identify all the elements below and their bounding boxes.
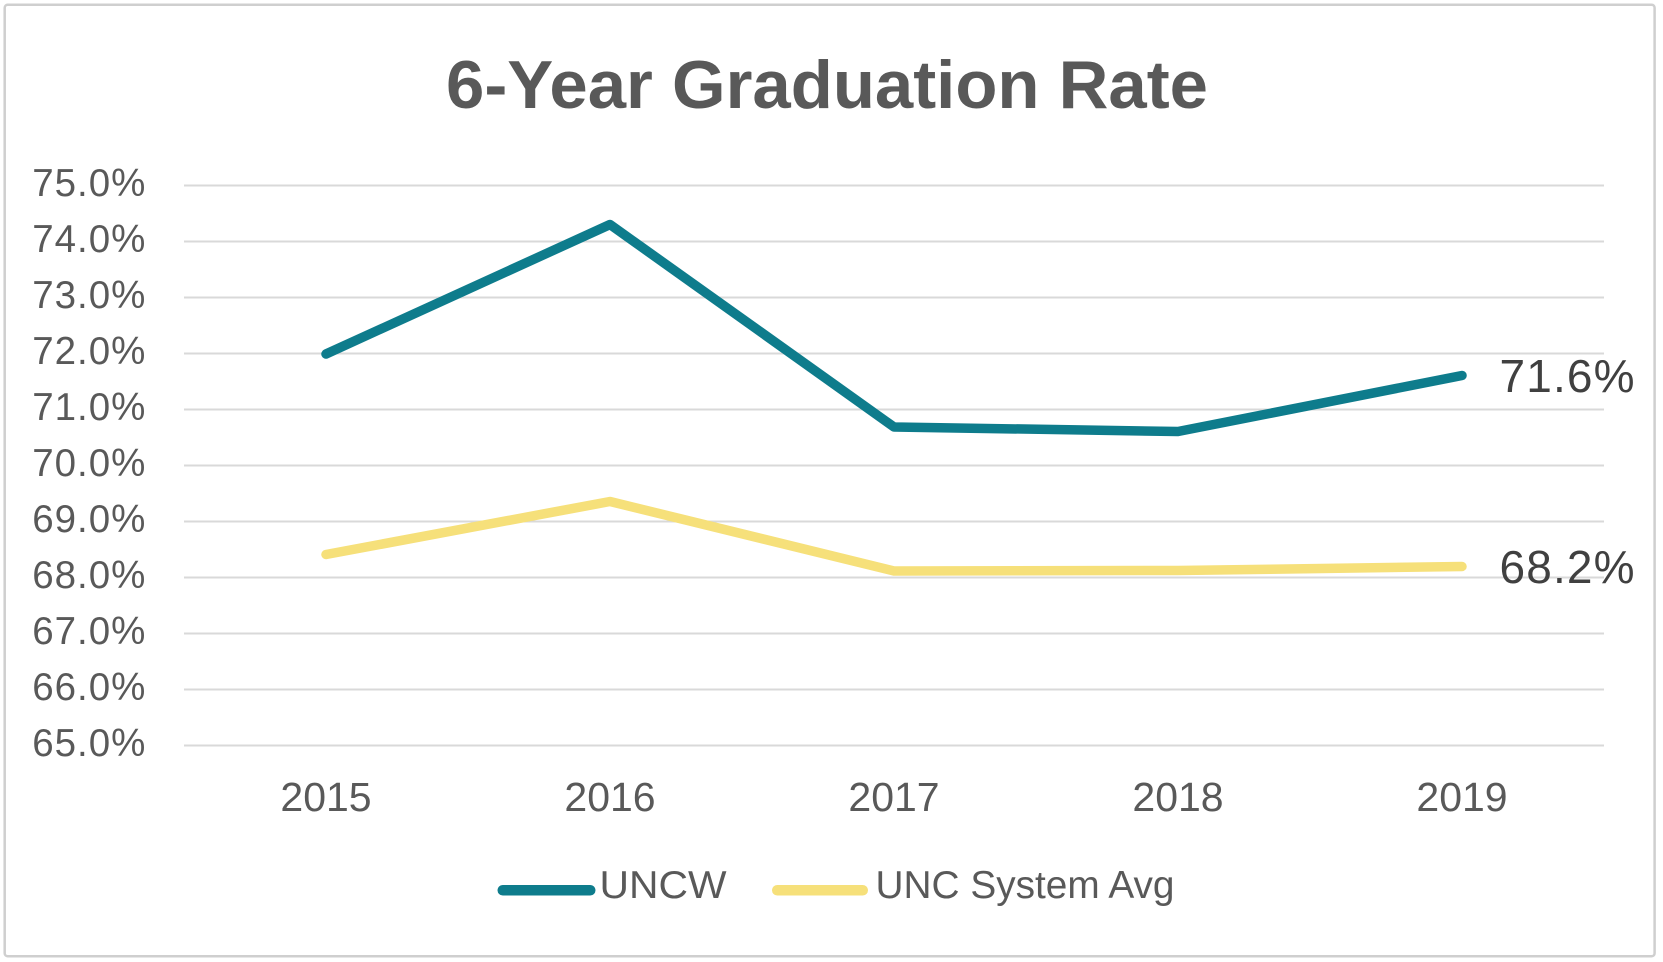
svg-text:UNCW: UNCW xyxy=(600,864,727,907)
svg-text:2018: 2018 xyxy=(1132,774,1223,820)
svg-text:2019: 2019 xyxy=(1416,774,1507,820)
svg-text:66.0%: 66.0% xyxy=(32,666,145,709)
svg-text:65.0%: 65.0% xyxy=(32,722,145,765)
svg-text:75.0%: 75.0% xyxy=(32,162,145,205)
svg-text:73.0%: 73.0% xyxy=(32,274,145,317)
svg-text:71.0%: 71.0% xyxy=(32,386,145,429)
svg-text:70.0%: 70.0% xyxy=(32,442,145,485)
svg-text:71.6%: 71.6% xyxy=(1500,350,1635,402)
svg-text:2017: 2017 xyxy=(848,774,939,820)
svg-text:2016: 2016 xyxy=(564,774,655,820)
svg-text:6-Year Graduation Rate: 6-Year Graduation Rate xyxy=(446,47,1208,123)
svg-text:2015: 2015 xyxy=(280,774,371,820)
svg-text:72.0%: 72.0% xyxy=(32,330,145,373)
svg-text:74.0%: 74.0% xyxy=(32,218,145,261)
svg-text:68.0%: 68.0% xyxy=(32,554,145,597)
svg-text:67.0%: 67.0% xyxy=(32,610,145,653)
svg-text:UNC System Avg: UNC System Avg xyxy=(876,864,1175,907)
svg-text:69.0%: 69.0% xyxy=(32,498,145,541)
svg-text:68.2%: 68.2% xyxy=(1500,541,1635,593)
